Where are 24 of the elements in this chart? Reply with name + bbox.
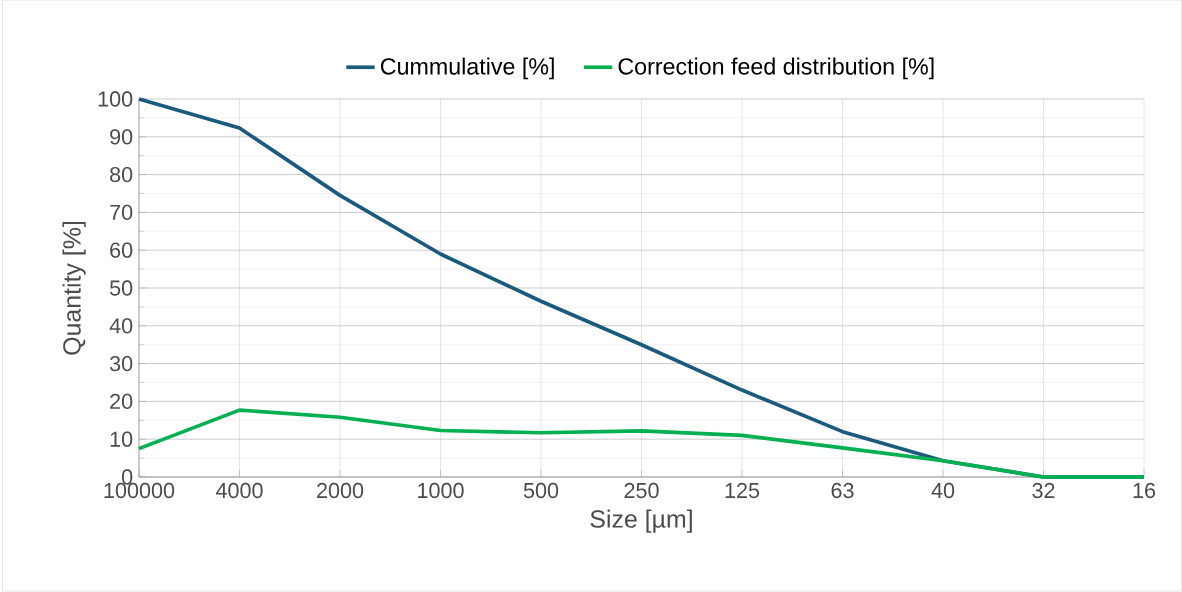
x-tick-label: 32 xyxy=(1032,482,1055,499)
y-tick-label: 60 xyxy=(110,242,133,258)
y-tick-label: 50 xyxy=(109,280,133,296)
x-axis-title: Size [µm] xyxy=(590,509,692,533)
x-tick-label: 250 xyxy=(624,482,659,499)
legend-label: Cummulative [%] xyxy=(380,57,554,80)
y-tick-label: 100 xyxy=(98,91,133,107)
y-axis-title: Quantity [%] xyxy=(62,221,86,355)
x-tick-label: 500 xyxy=(523,482,559,499)
y-tick-label: 40 xyxy=(109,318,133,334)
x-tick-label: 125 xyxy=(725,482,760,499)
y-tick-label: 10 xyxy=(110,431,133,447)
legend-label: Correction feed distribution [%] xyxy=(618,57,934,80)
x-tick-label: 2000 xyxy=(317,482,364,499)
x-tick-label: 4000 xyxy=(215,482,263,499)
x-tick-label: 16 xyxy=(1133,482,1156,499)
y-tick-label: 80 xyxy=(110,166,133,183)
x-tick-label: 40 xyxy=(931,482,955,499)
y-tick-label: 20 xyxy=(110,393,133,410)
x-tick-label: 63 xyxy=(831,482,854,499)
x-tick-label: 1000 xyxy=(418,482,464,499)
y-tick-label: 30 xyxy=(109,355,133,372)
y-tick-label: 90 xyxy=(110,129,133,145)
y-tick-label: 70 xyxy=(110,204,133,221)
